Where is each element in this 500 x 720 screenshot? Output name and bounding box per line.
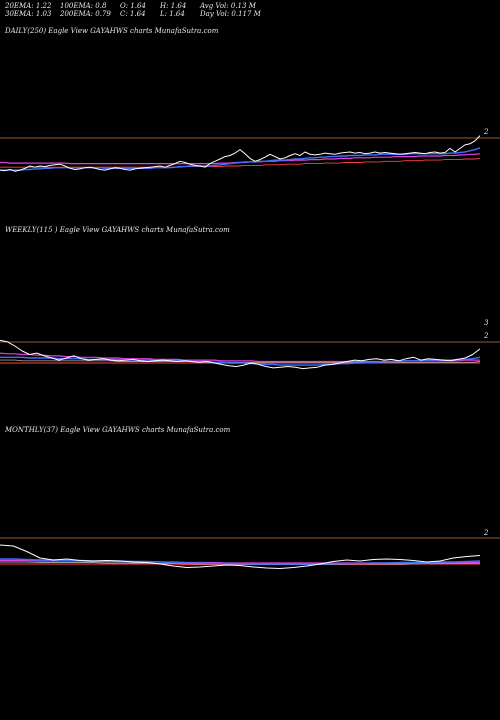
weekly-chart-title: WEEKLY(115 ) Eagle View GAYAHWS charts M… [5, 226, 230, 234]
ema-red-line [0, 563, 480, 565]
daily-chart-title: DAILY(250) Eagle View GAYAHWS charts Mun… [5, 27, 219, 35]
reference-level-label: 2 [483, 128, 489, 136]
weekly-chart-svg: 23 [0, 319, 500, 370]
day-volume-value: Day Vol: 0.117 M [200, 10, 261, 18]
open-value: O: 1.64 [120, 2, 146, 10]
high-value: H: 1.64 [160, 2, 187, 10]
avg-volume-value: Avg Vol: 0.13 M [200, 2, 256, 10]
price-line [0, 544, 481, 569]
price-line [0, 339, 481, 370]
ema30-value: 30EMA: 1.03 [5, 10, 52, 18]
reference-level-label: 2 [483, 332, 489, 340]
low-value: L: 1.64 [160, 10, 185, 18]
ema20-value: 20EMA: 1.22 [5, 2, 52, 10]
ema-gray-line [0, 359, 481, 363]
close-value: C: 1.64 [120, 10, 146, 18]
ema200-value: 200EMA: 0.79 [60, 10, 111, 18]
reference-level-label: 2 [483, 529, 489, 537]
reference-level-label-secondary: 3 [484, 319, 489, 327]
weekly-chart-panel: WEEKLY(115 ) Eagle View GAYAHWS charts M… [0, 224, 500, 424]
daily-chart-panel: DAILY(250) Eagle View GAYAHWS charts Mun… [0, 24, 500, 224]
stats-header: 20EMA: 1.22 30EMA: 1.03 100EMA: 0.8 200E… [0, 0, 500, 24]
daily-chart-svg: 2 [0, 128, 500, 172]
monthly-chart-title: MONTHLY(37) Eagle View GAYAHWS charts Mu… [5, 426, 231, 434]
monthly-chart-svg: 2 [0, 529, 500, 569]
monthly-chart-panel: MONTHLY(37) Eagle View GAYAHWS charts Mu… [0, 424, 500, 624]
ema100-value: 100EMA: 0.8 [60, 2, 107, 10]
price-line [0, 135, 481, 172]
